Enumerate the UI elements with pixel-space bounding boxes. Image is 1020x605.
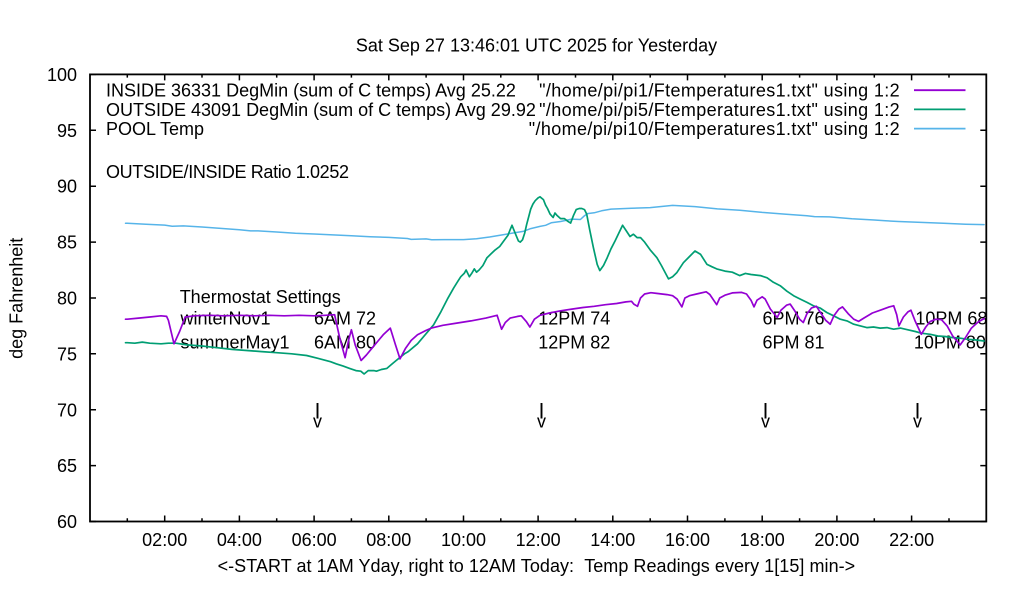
svg-text:08:00: 08:00 (366, 530, 411, 550)
svg-text:summerMay1: summerMay1 (181, 333, 290, 353)
svg-text:6PM 81: 6PM 81 (763, 333, 825, 353)
svg-text:12PM 82: 12PM 82 (538, 333, 610, 353)
svg-text:<-START at 1AM Yday, right to: <-START at 1AM Yday, right to 12AM Today… (218, 556, 856, 576)
svg-text:60: 60 (57, 512, 77, 532)
svg-text:v: v (313, 412, 322, 432)
svg-text:95: 95 (57, 121, 77, 141)
svg-text:04:00: 04:00 (217, 530, 262, 550)
svg-text:v: v (913, 412, 922, 432)
svg-text:12PM 74: 12PM 74 (538, 309, 610, 329)
svg-text:10PM 80: 10PM 80 (914, 333, 986, 353)
svg-text:Thermostat Settings: Thermostat Settings (180, 287, 341, 307)
svg-text:85: 85 (57, 233, 77, 253)
svg-text:10PM 68: 10PM 68 (915, 309, 987, 329)
svg-text:"/home/pi/pi10/Ftemperatures1.: "/home/pi/pi10/Ftemperatures1.txt" using… (529, 119, 900, 139)
svg-text:90: 90 (57, 177, 77, 197)
svg-text:6AM 72: 6AM 72 (314, 309, 376, 329)
svg-text:02:00: 02:00 (142, 530, 187, 550)
svg-text:10:00: 10:00 (441, 530, 486, 550)
svg-text:6AM 80: 6AM 80 (314, 333, 376, 353)
svg-text:winterNov1: winterNov1 (180, 309, 271, 329)
svg-text:80: 80 (57, 289, 77, 309)
svg-text:Sat Sep 27 13:46:01 UTC 2025 f: Sat Sep 27 13:46:01 UTC 2025 for Yesterd… (356, 35, 717, 55)
svg-text:OUTSIDE 43091 DegMin (sum of C: OUTSIDE 43091 DegMin (sum of C temps) Av… (106, 100, 536, 120)
svg-text:6PM 76: 6PM 76 (763, 309, 825, 329)
svg-text:v: v (537, 412, 546, 432)
svg-text:deg Fahrenheit: deg Fahrenheit (7, 238, 27, 359)
svg-text:14:00: 14:00 (590, 530, 635, 550)
svg-text:70: 70 (57, 400, 77, 420)
svg-text:POOL Temp: POOL Temp (106, 119, 204, 139)
svg-text:OUTSIDE/INSIDE Ratio 1.0252: OUTSIDE/INSIDE Ratio 1.0252 (106, 162, 349, 182)
svg-text:"/home/pi/pi5/Ftemperatures1.t: "/home/pi/pi5/Ftemperatures1.txt" using … (539, 100, 900, 120)
svg-text:65: 65 (57, 456, 77, 476)
svg-text:INSIDE 36331 DegMin (sum of C: INSIDE 36331 DegMin (sum of C temps) Avg… (106, 81, 516, 101)
svg-text:18:00: 18:00 (740, 530, 785, 550)
svg-text:12:00: 12:00 (516, 530, 561, 550)
svg-text:16:00: 16:00 (665, 530, 710, 550)
svg-text:"/home/pi/pi1/Ftemperatures1.t: "/home/pi/pi1/Ftemperatures1.txt" using … (539, 81, 900, 101)
svg-text:100: 100 (47, 65, 77, 85)
svg-text:20:00: 20:00 (814, 530, 859, 550)
svg-text:22:00: 22:00 (889, 530, 934, 550)
svg-text:v: v (761, 412, 770, 432)
svg-text:06:00: 06:00 (292, 530, 337, 550)
svg-text:75: 75 (57, 344, 77, 364)
